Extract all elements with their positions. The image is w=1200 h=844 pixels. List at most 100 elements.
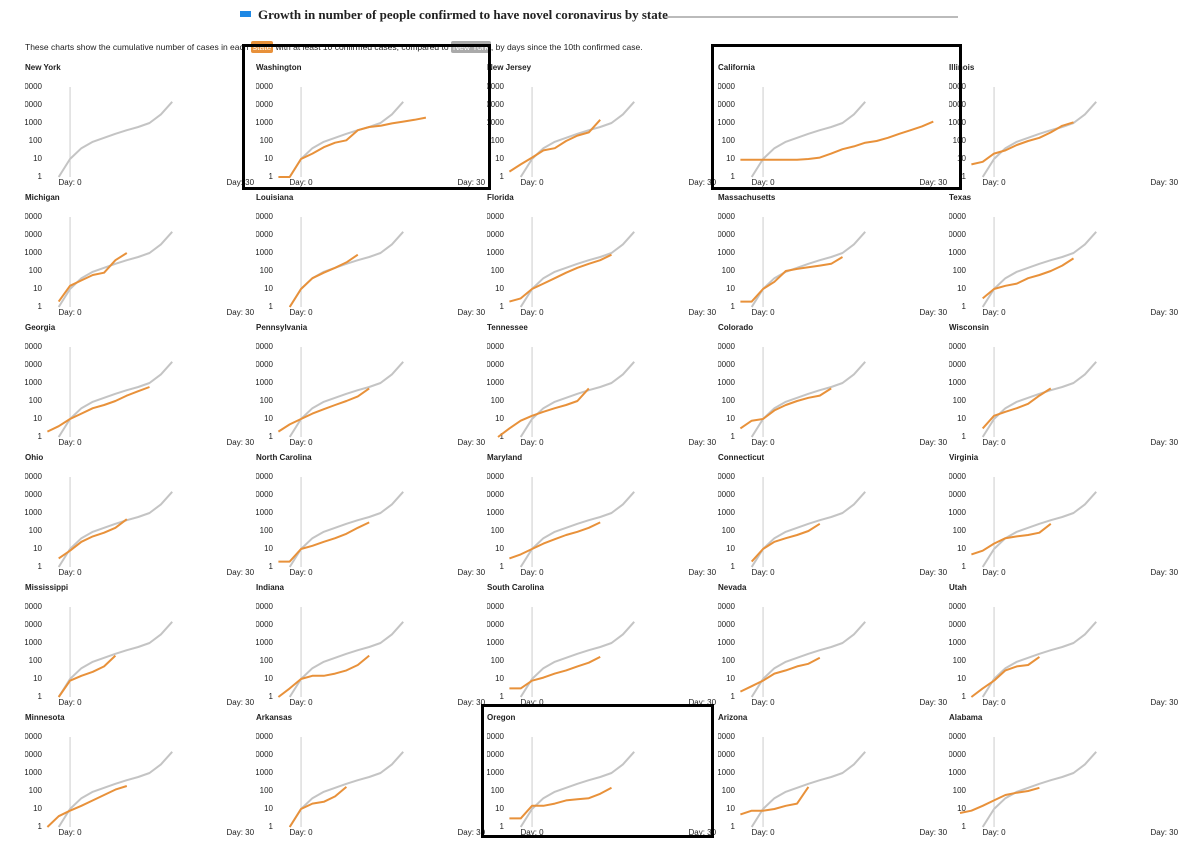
y-tick-label: 10 [957, 154, 966, 163]
baseline-line [981, 231, 1097, 308]
y-tick-label: 100 [260, 526, 274, 535]
panel-title: Texas [949, 193, 972, 202]
state-line [740, 256, 844, 303]
state-line [970, 656, 1040, 698]
x-tick-label: Day: 30 [1151, 568, 1179, 577]
y-tick-label: 100 [953, 656, 967, 665]
panel-title: Tennessee [487, 323, 528, 332]
y-tick-label: 1 [269, 562, 274, 571]
baseline-line [750, 621, 866, 698]
y-tick-label: 1 [731, 822, 736, 831]
panel-title: Maryland [487, 453, 522, 462]
state-line [57, 654, 117, 698]
x-tick-label: Day: 0 [982, 568, 1006, 577]
y-tick-label: 10 [495, 154, 504, 163]
y-tick-label: 10 [264, 804, 273, 813]
y-tick-label: 1 [500, 432, 505, 441]
baseline-line [519, 231, 635, 308]
panel-title: Massachusetts [718, 193, 776, 202]
y-tick-label: 100 [29, 396, 43, 405]
y-tick-label: 10 [33, 674, 42, 683]
page-title: Growth in number of people confirmed to … [258, 7, 668, 22]
y-tick-label: 100 [491, 656, 505, 665]
y-tick-label: 10 [957, 674, 966, 683]
y-tick-label: 1000 [949, 248, 967, 257]
state-line [278, 116, 427, 178]
y-tick-label: 10 [726, 804, 735, 813]
description-text: with at least 10 confirmed cases, compar… [275, 42, 449, 52]
y-tick-label: 1 [500, 562, 505, 571]
x-tick-label: Day: 30 [458, 438, 486, 447]
panel-title: Indiana [256, 583, 285, 592]
x-tick-label: Day: 30 [227, 828, 255, 837]
y-tick-label: 10 [957, 284, 966, 293]
baseline-line [288, 231, 404, 308]
panel-title: Pennsylvania [256, 323, 308, 332]
x-tick-label: Day: 0 [982, 438, 1006, 447]
x-tick-label: Day: 30 [1151, 178, 1179, 187]
y-tick-label: 10 [33, 284, 42, 293]
y-tick-label: 10 [957, 414, 966, 423]
x-tick-label: Day: 0 [289, 828, 313, 837]
y-tick-label: 1000 [25, 378, 43, 387]
baseline-line [519, 101, 635, 178]
x-tick-label: Day: 0 [289, 178, 313, 187]
state-line [46, 785, 128, 828]
y-tick-label: 1000 [25, 768, 43, 777]
y-tick-label: 1 [962, 302, 967, 311]
y-tick-label: 10 [726, 284, 735, 293]
baseline-line [519, 751, 635, 828]
x-tick-label: Day: 30 [458, 828, 486, 837]
y-tick-label: 1 [269, 172, 274, 181]
y-tick-label: 10 [264, 154, 273, 163]
baseline-line [519, 621, 635, 698]
baseline-line [981, 101, 1097, 178]
y-tick-label: 1000 [718, 768, 736, 777]
y-tick-label: 1 [731, 562, 736, 571]
baseline-line [57, 751, 173, 828]
y-tick-label: 100 [722, 396, 736, 405]
x-tick-label: Day: 0 [58, 438, 82, 447]
y-tick-label: 10 [495, 804, 504, 813]
x-tick-label: Day: 30 [1151, 828, 1179, 837]
y-tick-label: 1000 [949, 508, 967, 517]
state-line [750, 522, 821, 563]
x-tick-label: Day: 30 [458, 308, 486, 317]
y-tick-label: 1000 [487, 118, 505, 127]
state-line [288, 253, 359, 308]
y-tick-label: 100 [260, 266, 274, 275]
y-tick-label: 1 [962, 822, 967, 831]
y-tick-label: 100 [953, 136, 967, 145]
x-tick-label: Day: 30 [689, 568, 717, 577]
state-line [739, 656, 821, 693]
y-tick-label: 100 [953, 786, 967, 795]
x-tick-label: Day: 30 [920, 828, 948, 837]
x-tick-label: Day: 0 [58, 698, 82, 707]
y-tick-label: 1000 [25, 638, 43, 647]
baseline-line [288, 621, 404, 698]
